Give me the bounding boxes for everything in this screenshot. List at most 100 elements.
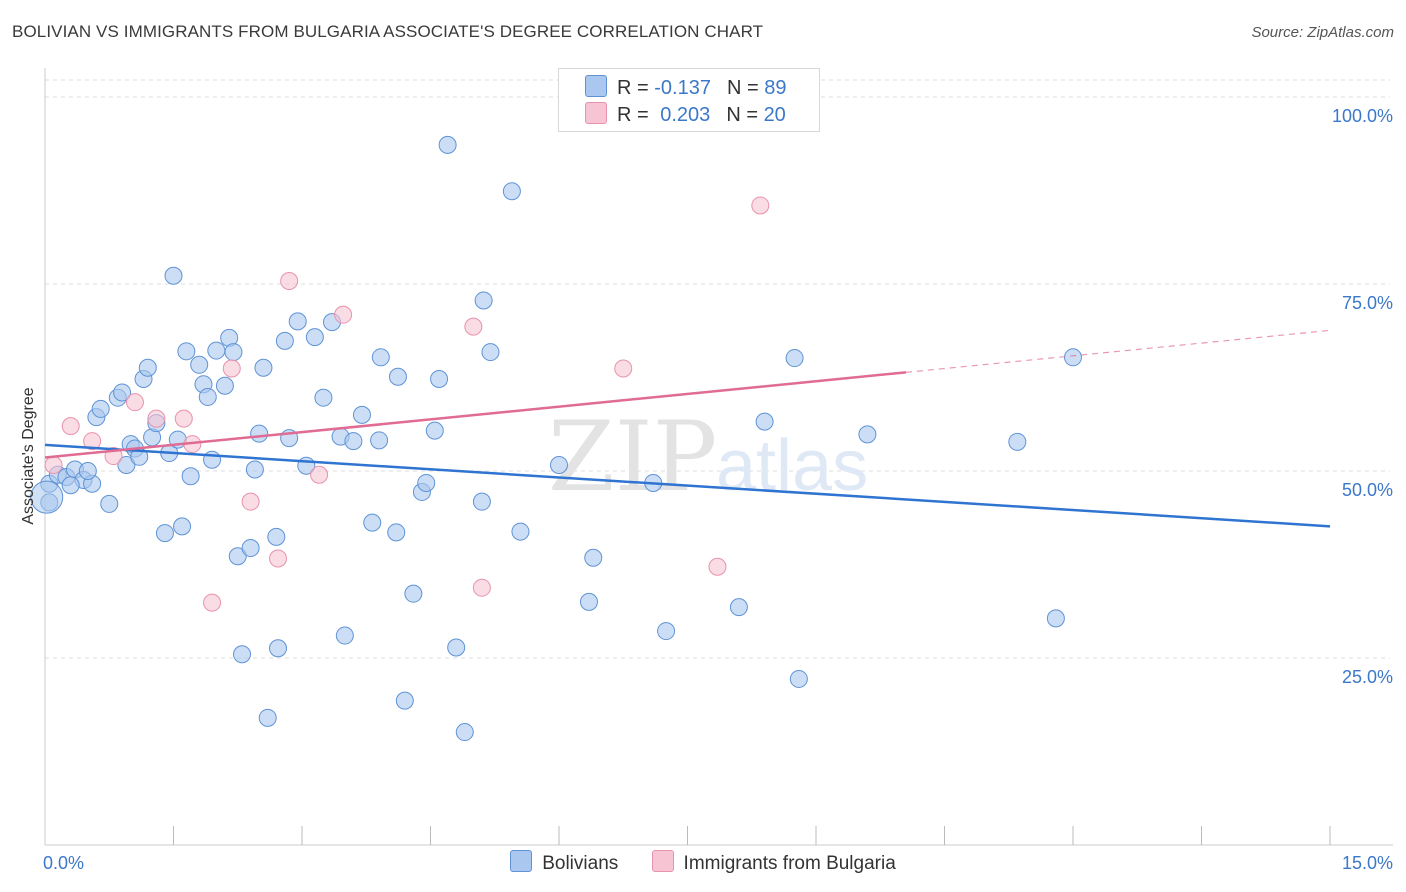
- point-bolivians: [245, 460, 264, 479]
- bottom-legend-swatch-blue: [510, 850, 533, 872]
- point-bulgaria: [708, 557, 727, 576]
- point-bolivians: [233, 645, 252, 664]
- trend-line-solid: [44, 371, 907, 459]
- y-tick-label: 50.0%: [1342, 480, 1393, 500]
- stats-legend: R = -0.137 N = 89 R = 0.203 N = 20: [558, 68, 820, 132]
- trend-line-dashed: [905, 329, 1331, 373]
- legend-row-bolivians: R = -0.137 N = 89: [585, 75, 786, 101]
- point-bolivians: [228, 547, 247, 566]
- point-bulgaria: [61, 417, 80, 436]
- legend-r-value: -0.137: [654, 77, 711, 99]
- point-bolivians: [113, 383, 132, 402]
- bottom-legend-label-bulgaria: Immigrants from Bulgaria: [683, 853, 896, 874]
- point-bolivians: [395, 691, 414, 710]
- point-bolivians: [472, 492, 491, 511]
- point-bolivians: [1046, 609, 1065, 628]
- bottom-legend-bolivians: Bolivians: [510, 850, 618, 875]
- point-bulgaria: [174, 409, 193, 428]
- point-bolivians: [258, 708, 277, 727]
- point-bolivians: [224, 343, 243, 362]
- watermark-atlas: atlas: [716, 426, 868, 506]
- point-bulgaria: [310, 465, 329, 484]
- point-bolivians: [314, 388, 333, 407]
- point-bolivians: [785, 349, 804, 368]
- legend-r-label: R =: [617, 77, 655, 99]
- point-bolivians: [430, 369, 449, 388]
- point-bolivians: [502, 182, 521, 201]
- point-bulgaria: [751, 196, 770, 215]
- point-bolivians: [288, 312, 307, 331]
- point-bolivians: [177, 342, 196, 361]
- point-bolivians: [190, 355, 209, 374]
- point-bolivians: [438, 135, 457, 154]
- point-bolivians: [729, 598, 748, 617]
- series-bolivians: [30, 135, 1082, 742]
- point-bolivians: [173, 517, 192, 536]
- point-bolivians: [352, 405, 371, 424]
- point-bolivians: [371, 348, 390, 367]
- x-tick-label: 0.0%: [43, 853, 84, 873]
- point-bolivians: [181, 467, 200, 486]
- legend-n-label: N =: [726, 77, 765, 99]
- point-bolivians: [78, 462, 97, 480]
- point-bolivians: [474, 291, 493, 310]
- point-bolivians-cluster: [30, 480, 64, 514]
- point-bulgaria: [280, 272, 299, 291]
- y-tick-label: 100.0%: [1332, 106, 1393, 126]
- point-bolivians: [584, 548, 603, 567]
- point-bolivians: [250, 424, 269, 443]
- point-bolivians: [387, 523, 406, 542]
- tick-labels: 25.0% 50.0% 75.0% 100.0% 0.0% 15.0%: [43, 106, 1393, 873]
- point-bulgaria: [472, 578, 491, 597]
- point-bolivians: [155, 524, 174, 543]
- trend-line-solid: [44, 443, 1331, 528]
- point-bulgaria: [83, 432, 102, 451]
- point-bolivians: [269, 639, 288, 658]
- legend-n-value: 20: [763, 104, 786, 126]
- point-bolivians: [425, 421, 444, 440]
- point-bolivians: [241, 539, 260, 558]
- y-tick-label: 25.0%: [1342, 667, 1393, 687]
- point-bulgaria: [614, 359, 633, 378]
- point-bolivians: [1008, 432, 1027, 451]
- source-label: Source: ZipAtlas.com: [1251, 24, 1394, 41]
- point-bolivians: [335, 626, 354, 645]
- point-bulgaria: [44, 456, 63, 475]
- point-bolivians: [138, 358, 157, 377]
- point-bulgaria: [464, 317, 483, 336]
- legend-n-value: 89: [764, 77, 787, 99]
- point-bolivians: [455, 723, 474, 742]
- point-bolivians: [858, 425, 877, 444]
- watermark: ZIP atlas: [548, 401, 868, 513]
- point-bolivians: [305, 328, 324, 347]
- point-bolivians: [789, 669, 808, 688]
- point-bolivians: [254, 358, 273, 377]
- watermark-zip: ZIP: [548, 401, 717, 513]
- point-bolivians: [511, 522, 530, 541]
- point-bolivians: [344, 432, 363, 451]
- point-bolivians: [388, 367, 407, 386]
- point-bulgaria: [125, 393, 144, 412]
- trend-lines: [44, 329, 1331, 528]
- bottom-legend-label-bolivians: Bolivians: [542, 853, 619, 874]
- point-bolivians: [215, 376, 234, 395]
- legend-swatch-pink: [585, 102, 607, 124]
- point-bolivians: [404, 584, 423, 603]
- legend-r-value: 0.203: [660, 104, 711, 126]
- point-bolivians: [755, 412, 774, 431]
- bottom-legend: Bolivians Immigrants from Bulgaria: [0, 850, 1406, 875]
- point-bolivians: [207, 341, 226, 360]
- point-bolivians: [100, 494, 119, 513]
- point-bolivians: [1064, 348, 1082, 367]
- point-bulgaria: [147, 409, 166, 428]
- y-tick-label: 75.0%: [1342, 293, 1393, 313]
- point-bulgaria: [203, 593, 222, 612]
- point-bolivians: [417, 473, 436, 492]
- point-bolivians: [550, 456, 568, 475]
- point-bulgaria: [241, 492, 260, 511]
- point-bolivians: [117, 456, 136, 475]
- point-bolivians: [275, 331, 294, 350]
- point-bulgaria: [269, 549, 288, 568]
- point-bolivians: [164, 266, 183, 285]
